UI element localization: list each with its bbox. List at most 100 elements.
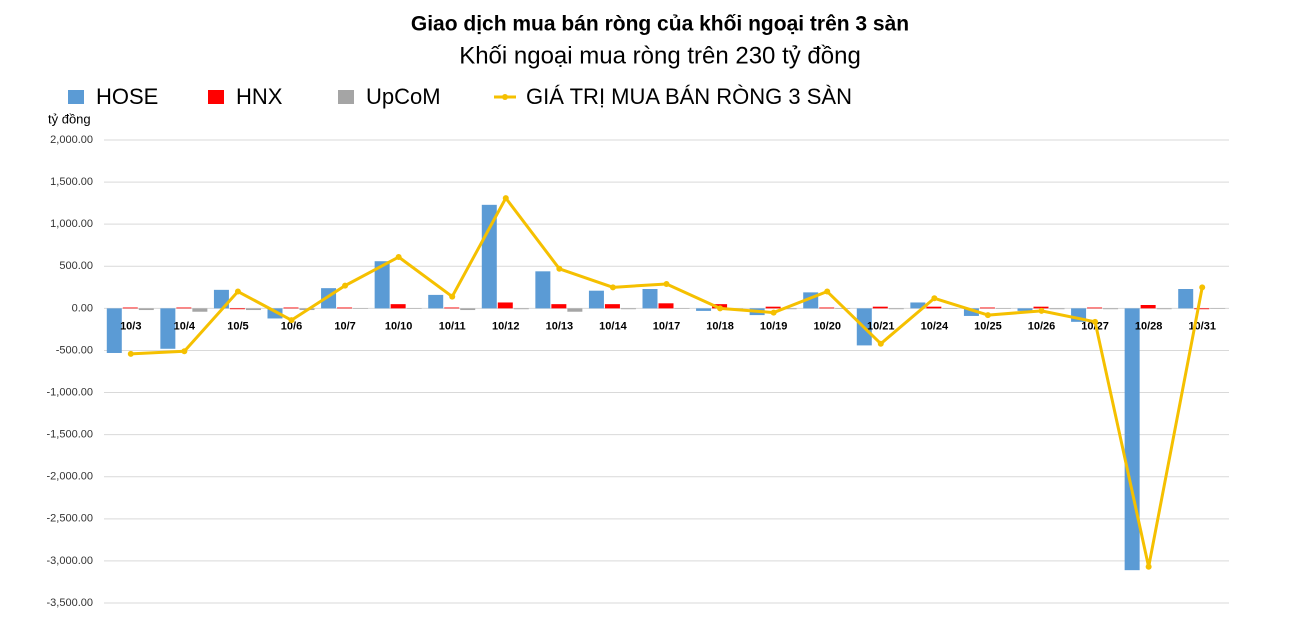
bar <box>926 306 942 309</box>
bar <box>1087 307 1103 309</box>
bar <box>1124 308 1140 571</box>
bar <box>337 307 353 309</box>
line <box>130 196 1204 569</box>
bar <box>1017 308 1033 311</box>
bar <box>979 307 995 309</box>
legend-label: HNX <box>236 84 283 109</box>
bar <box>353 308 369 309</box>
x-tick-label: 10/25 <box>974 320 1002 332</box>
bar <box>588 290 604 309</box>
bar <box>620 308 636 310</box>
line-marker <box>931 295 938 302</box>
bar <box>642 289 658 309</box>
bar <box>497 302 513 309</box>
line-marker <box>234 288 241 295</box>
legend-swatch <box>502 94 508 100</box>
bar <box>444 307 460 309</box>
bar <box>1194 308 1210 310</box>
y-tick-label: 0.00 <box>72 302 93 314</box>
bar <box>267 308 283 319</box>
line-marker <box>127 350 134 357</box>
bar <box>963 308 979 316</box>
y-axis-title: tỷ đồng <box>48 111 91 126</box>
bar <box>604 304 620 309</box>
line-marker <box>609 284 616 291</box>
y-tick-label: 1,500.00 <box>50 176 93 188</box>
bar <box>1103 308 1119 310</box>
y-tick-label: -500.00 <box>56 344 93 356</box>
legend-swatch <box>68 90 84 104</box>
bar <box>995 308 1011 309</box>
bar <box>374 261 390 309</box>
bar <box>658 303 674 309</box>
bar <box>245 308 261 311</box>
line-marker <box>663 280 670 287</box>
bar <box>1178 289 1194 309</box>
bar <box>696 308 712 311</box>
legend-label: HOSE <box>96 84 158 109</box>
x-tick-label: 10/20 <box>813 320 841 332</box>
line-marker <box>502 195 509 202</box>
x-tick-label: 10/21 <box>867 320 895 332</box>
legend-swatch <box>208 90 224 104</box>
bar <box>674 308 690 309</box>
y-tick-label: 500.00 <box>59 260 93 272</box>
bar <box>1049 308 1065 310</box>
bar <box>1140 304 1156 309</box>
x-tick-label: 10/17 <box>653 320 681 332</box>
line-marker <box>1038 307 1045 314</box>
bar <box>122 307 138 309</box>
bar <box>781 308 797 310</box>
x-tick-label: 10/4 <box>174 320 196 332</box>
x-tick-label: 10/10 <box>385 320 413 332</box>
x-tick-label: 10/3 <box>120 320 141 332</box>
line-marker <box>717 305 724 312</box>
bar <box>942 308 958 309</box>
bar <box>406 308 422 309</box>
bar <box>513 308 529 310</box>
y-tick-label: -3,500.00 <box>47 597 93 609</box>
bar <box>765 306 781 309</box>
bar <box>872 306 888 309</box>
x-tick-label: 10/18 <box>706 320 734 332</box>
bar <box>460 308 476 311</box>
bar <box>1210 308 1226 309</box>
bar <box>428 294 444 309</box>
bar <box>176 307 192 309</box>
legend-label: GIÁ TRỊ MUA BÁN RÒNG 3 SÀN <box>526 84 852 109</box>
line-marker <box>1145 563 1152 570</box>
bar <box>481 204 497 309</box>
bar <box>567 308 583 312</box>
y-tick-label: -1,500.00 <box>47 429 93 441</box>
x-tick-label: 10/7 <box>334 320 355 332</box>
y-tick-label: 1,000.00 <box>50 218 93 230</box>
y-tick-label: -2,500.00 <box>47 513 93 525</box>
y-tick-label: 2,000.00 <box>50 134 93 146</box>
line-marker <box>556 265 563 272</box>
line-marker <box>877 340 884 347</box>
x-tick-label: 10/5 <box>227 320 248 332</box>
chart-title: Giao dịch mua bán ròng của khối ngoại tr… <box>411 13 909 36</box>
x-tick-label: 10/19 <box>760 320 788 332</box>
line-marker <box>1199 284 1206 291</box>
legend-swatch <box>338 90 354 104</box>
line-marker <box>395 254 402 261</box>
x-tick-label: 10/12 <box>492 320 520 332</box>
x-tick-label: 10/6 <box>281 320 302 332</box>
bar <box>535 271 551 309</box>
bar <box>138 308 154 311</box>
bar <box>819 307 835 309</box>
x-tick-label: 10/11 <box>439 320 466 332</box>
line-marker <box>984 312 991 319</box>
line-marker <box>181 348 188 355</box>
y-tick-label: -3,000.00 <box>47 555 93 567</box>
x-tick-label: 10/13 <box>546 320 574 332</box>
bar <box>192 308 208 312</box>
bar <box>390 304 406 309</box>
x-tick-label: 10/24 <box>921 320 949 332</box>
bar <box>106 308 122 353</box>
bar <box>888 308 904 310</box>
chart-subtitle: Khối ngoại mua ròng trên 230 tỷ đồng <box>459 42 861 69</box>
bar <box>910 302 926 309</box>
